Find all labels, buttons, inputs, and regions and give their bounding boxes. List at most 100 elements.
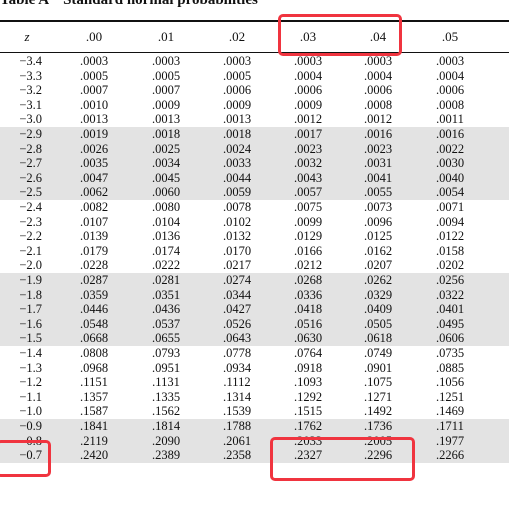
probability-cell: .0359	[64, 288, 124, 303]
probability-cell: .0019	[64, 127, 124, 142]
probability-cell: .0026	[64, 142, 124, 157]
probability-cell: .0212	[278, 258, 338, 273]
probability-cell: .1492	[348, 404, 408, 419]
table-row: −2.9 .0019 .0018 .0018 .0017 .0016 .0016	[0, 127, 509, 142]
header-col-04: .04	[348, 23, 408, 51]
probability-cell: .0495	[420, 317, 480, 332]
probability-cell: .0436	[136, 302, 196, 317]
probability-cell: .1814	[136, 419, 196, 434]
probability-cell: .1515	[278, 404, 338, 419]
probability-cell: .0505	[348, 317, 408, 332]
probability-cell: .1357	[64, 390, 124, 405]
z-value: −2.5	[0, 185, 42, 200]
header-col-05: .05	[420, 23, 480, 51]
probability-cell: .2389	[136, 448, 196, 463]
probability-cell: .0033	[207, 156, 267, 171]
probability-cell: .2005	[348, 434, 408, 449]
z-value: −2.9	[0, 127, 42, 142]
probability-cell: .0012	[278, 112, 338, 127]
probability-cell: .0918	[278, 361, 338, 376]
probability-cell: .2327	[278, 448, 338, 463]
table-row: −3.2 .0007 .0007 .0006 .0006 .0006 .0006	[0, 83, 509, 98]
probability-cell: .0073	[348, 200, 408, 215]
probability-cell: .0006	[207, 83, 267, 98]
probability-cell: .0934	[207, 361, 267, 376]
probability-cell: .1271	[348, 390, 408, 405]
probability-cell: .0274	[207, 273, 267, 288]
probability-cell: .0057	[278, 185, 338, 200]
probability-cell: .0031	[348, 156, 408, 171]
z-value: −2.6	[0, 171, 42, 186]
probability-cell: .1056	[420, 375, 480, 390]
table-caption: Standard normal probabilities	[63, 0, 258, 8]
probability-cell: .2296	[348, 448, 408, 463]
probability-cell: .0968	[64, 361, 124, 376]
probability-cell: .0007	[64, 83, 124, 98]
probability-cell: .0080	[136, 200, 196, 215]
probability-cell: .0013	[64, 112, 124, 127]
probability-cell: .0054	[420, 185, 480, 200]
probability-cell: .2061	[207, 434, 267, 449]
z-value: −3.1	[0, 98, 42, 113]
top-rule	[0, 20, 509, 22]
z-value: −1.3	[0, 361, 42, 376]
probability-cell: .0004	[420, 69, 480, 84]
probability-cell: .0446	[64, 302, 124, 317]
probability-cell: .0044	[207, 171, 267, 186]
table-row: −2.3 .0107 .0104 .0102 .0099 .0096 .0094	[0, 215, 509, 230]
table-row: −3.3 .0005 .0005 .0005 .0004 .0004 .0004	[0, 69, 509, 84]
table-row: −1.8 .0359 .0351 .0344 .0336 .0329 .0322	[0, 288, 509, 303]
table-row: −2.1 .0179 .0174 .0170 .0166 .0162 .0158	[0, 244, 509, 259]
z-value: −1.9	[0, 273, 42, 288]
probability-cell: .0009	[136, 98, 196, 113]
probability-cell: .0401	[420, 302, 480, 317]
probability-cell: .0041	[348, 171, 408, 186]
z-value: −1.7	[0, 302, 42, 317]
probability-cell: .0017	[278, 127, 338, 142]
header-col-02: .02	[207, 23, 267, 51]
probability-cell: .0006	[348, 83, 408, 98]
probability-cell: .0006	[278, 83, 338, 98]
header-row: z .00 .01 .02 .03 .04 .05	[0, 23, 509, 51]
probability-cell: .0005	[136, 69, 196, 84]
table-row: −2.7 .0035 .0034 .0033 .0032 .0031 .0030	[0, 156, 509, 171]
probability-cell: .0166	[278, 244, 338, 259]
table-row: −2.0 .0228 .0222 .0217 .0212 .0207 .0202	[0, 258, 509, 273]
table-row: −3.0 .0013 .0013 .0013 .0012 .0012 .0011	[0, 112, 509, 127]
table-row: −1.7 .0446 .0436 .0427 .0418 .0409 .0401	[0, 302, 509, 317]
z-value: −2.2	[0, 229, 42, 244]
probability-cell: .0078	[207, 200, 267, 215]
probability-cell: .0096	[348, 215, 408, 230]
table-row: −3.4 .0003 .0003 .0003 .0003 .0003 .0003	[0, 54, 509, 69]
probability-cell: .0005	[207, 69, 267, 84]
probability-cell: .0170	[207, 244, 267, 259]
z-value: −3.0	[0, 112, 42, 127]
probability-cell: .0023	[278, 142, 338, 157]
probability-cell: .0344	[207, 288, 267, 303]
probability-cell: .0030	[420, 156, 480, 171]
z-value: −1.1	[0, 390, 42, 405]
probability-cell: .1251	[420, 390, 480, 405]
probability-cell: .0008	[348, 98, 408, 113]
z-value: −1.8	[0, 288, 42, 303]
probability-cell: .0075	[278, 200, 338, 215]
probability-cell: .0094	[420, 215, 480, 230]
probability-cell: .0060	[136, 185, 196, 200]
probability-cell: .0023	[348, 142, 408, 157]
table-row: −0.8 .2119 .2090 .2061 .2033 .2005 .1977	[0, 434, 509, 449]
table-row: −0.9 .1841 .1814 .1788 .1762 .1736 .1711	[0, 419, 509, 434]
table-row: −2.6 .0047 .0045 .0044 .0043 .0041 .0040	[0, 171, 509, 186]
probability-cell: .0202	[420, 258, 480, 273]
probability-cell: .0179	[64, 244, 124, 259]
probability-cell: .0104	[136, 215, 196, 230]
probability-cell: .0162	[348, 244, 408, 259]
probability-cell: .0013	[136, 112, 196, 127]
z-value: −2.7	[0, 156, 42, 171]
probability-cell: .1093	[278, 375, 338, 390]
probability-cell: .0606	[420, 331, 480, 346]
probability-cell: .0071	[420, 200, 480, 215]
probability-cell: .0901	[348, 361, 408, 376]
probability-cell: .0003	[64, 54, 124, 69]
table-label: Table A	[0, 0, 49, 8]
z-value: −2.3	[0, 215, 42, 230]
